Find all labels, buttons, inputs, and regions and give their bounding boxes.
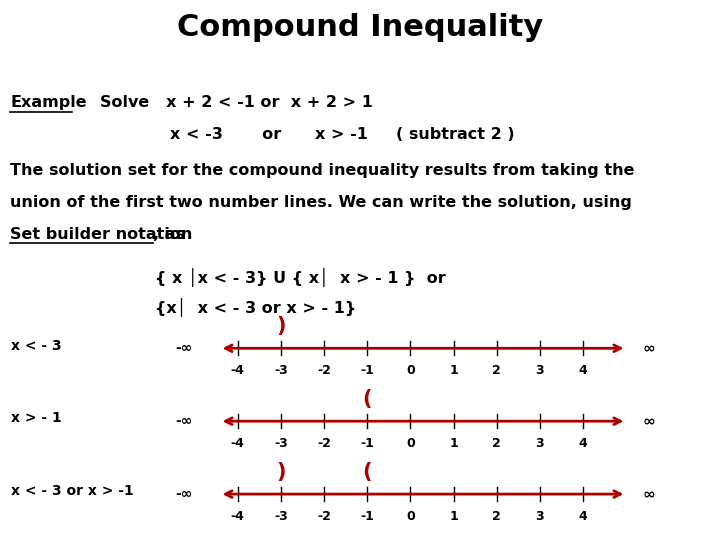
Text: -4: -4 [230, 510, 245, 523]
Text: -1: -1 [360, 437, 374, 450]
Text: 0: 0 [406, 364, 415, 377]
Text: (: ( [362, 462, 372, 482]
Text: 3: 3 [536, 364, 544, 377]
Text: 4: 4 [579, 437, 588, 450]
Text: -∞: -∞ [175, 341, 192, 355]
Text: The solution set for the compound inequality results from taking the: The solution set for the compound inequa… [10, 163, 634, 178]
Text: (: ( [362, 389, 372, 409]
Text: -3: -3 [274, 437, 288, 450]
Text: Set builder notation: Set builder notation [10, 227, 192, 242]
Text: -4: -4 [230, 364, 245, 377]
Text: 0: 0 [406, 437, 415, 450]
Text: Compound Inequality: Compound Inequality [177, 14, 543, 43]
Text: Example: Example [10, 95, 86, 110]
Text: 2: 2 [492, 364, 501, 377]
Text: -1: -1 [360, 510, 374, 523]
Text: -∞: -∞ [175, 487, 192, 501]
Text: 0: 0 [406, 510, 415, 523]
Text: 1: 1 [449, 437, 458, 450]
Text: -2: -2 [317, 510, 331, 523]
Text: -∞: -∞ [175, 414, 192, 428]
Text: ∞: ∞ [643, 487, 656, 502]
Text: -1: -1 [360, 364, 374, 377]
Text: 1: 1 [449, 364, 458, 377]
Text: 3: 3 [536, 437, 544, 450]
Text: -3: -3 [274, 364, 288, 377]
Text: ): ) [276, 316, 286, 336]
Text: 3: 3 [536, 510, 544, 523]
Text: -3: -3 [274, 510, 288, 523]
Text: -4: -4 [230, 437, 245, 450]
Text: x < - 3: x < - 3 [11, 339, 61, 353]
Text: x > - 1: x > - 1 [11, 411, 61, 426]
Text: x < - 3 or x > -1: x < - 3 or x > -1 [11, 484, 133, 498]
Text: 1: 1 [449, 510, 458, 523]
Text: Solve   x + 2 < -1 or  x + 2 > 1: Solve x + 2 < -1 or x + 2 > 1 [100, 95, 373, 110]
Text: -2: -2 [317, 437, 331, 450]
Text: ): ) [276, 462, 286, 482]
Text: x < -3       or      x > -1     ( subtract 2 ): x < -3 or x > -1 ( subtract 2 ) [170, 127, 515, 142]
Text: 4: 4 [579, 510, 588, 523]
Text: ∞: ∞ [643, 414, 656, 429]
Text: union of the first two number lines. We can write the solution, using: union of the first two number lines. We … [10, 195, 632, 210]
Text: ∞: ∞ [643, 341, 656, 356]
Text: 2: 2 [492, 437, 501, 450]
Text: 4: 4 [579, 364, 588, 377]
Text: -2: -2 [317, 364, 331, 377]
Text: {x│  x < - 3 or x > - 1}: {x│ x < - 3 or x > - 1} [155, 298, 356, 317]
Text: { x │x < - 3} U { x│  x > - 1 }  or: { x │x < - 3} U { x│ x > - 1 } or [155, 268, 446, 287]
Text: , as: , as [153, 227, 185, 242]
Text: 2: 2 [492, 510, 501, 523]
